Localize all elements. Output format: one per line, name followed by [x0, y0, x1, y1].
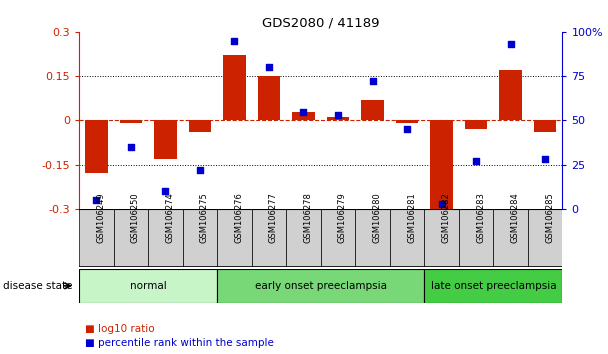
- Point: [437, 201, 446, 206]
- Bar: [396, 120, 418, 123]
- Point: [195, 167, 205, 173]
- Point: [333, 112, 343, 118]
- Text: GSM106278: GSM106278: [303, 192, 313, 243]
- Text: GSM106275: GSM106275: [200, 192, 209, 243]
- FancyBboxPatch shape: [252, 209, 286, 267]
- Text: GSM106280: GSM106280: [373, 192, 381, 243]
- FancyBboxPatch shape: [493, 209, 528, 267]
- Point: [126, 144, 136, 150]
- Text: GSM106282: GSM106282: [441, 192, 451, 243]
- Text: normal: normal: [130, 281, 167, 291]
- FancyBboxPatch shape: [148, 209, 182, 267]
- Bar: [326, 118, 349, 120]
- Point: [161, 188, 170, 194]
- Text: early onset preeclampsia: early onset preeclampsia: [255, 281, 387, 291]
- Bar: [120, 120, 142, 123]
- FancyBboxPatch shape: [217, 209, 252, 267]
- Bar: [534, 120, 556, 132]
- FancyBboxPatch shape: [390, 209, 424, 267]
- Point: [471, 158, 481, 164]
- Bar: [499, 70, 522, 120]
- Text: GSM106283: GSM106283: [476, 192, 485, 243]
- Point: [402, 126, 412, 132]
- Point: [541, 156, 550, 162]
- Point: [91, 197, 101, 203]
- Point: [230, 38, 240, 44]
- FancyBboxPatch shape: [355, 209, 390, 267]
- FancyBboxPatch shape: [286, 209, 321, 267]
- Bar: [430, 120, 453, 209]
- FancyBboxPatch shape: [79, 269, 217, 303]
- FancyBboxPatch shape: [114, 209, 148, 267]
- Text: late onset preeclampsia: late onset preeclampsia: [430, 281, 556, 291]
- Text: GSM106276: GSM106276: [235, 192, 243, 243]
- FancyBboxPatch shape: [424, 209, 459, 267]
- FancyBboxPatch shape: [321, 209, 355, 267]
- Text: GSM106285: GSM106285: [545, 192, 554, 243]
- Bar: [361, 100, 384, 120]
- FancyBboxPatch shape: [217, 269, 424, 303]
- Point: [264, 64, 274, 70]
- Text: ■ log10 ratio: ■ log10 ratio: [85, 324, 155, 334]
- Bar: [258, 76, 280, 120]
- Text: ■ percentile rank within the sample: ■ percentile rank within the sample: [85, 338, 274, 348]
- FancyBboxPatch shape: [528, 209, 562, 267]
- Point: [299, 109, 308, 114]
- Text: GSM106284: GSM106284: [511, 192, 520, 243]
- Bar: [154, 120, 176, 159]
- Text: GSM106249: GSM106249: [96, 192, 105, 243]
- Point: [368, 79, 378, 84]
- Point: [506, 41, 516, 47]
- FancyBboxPatch shape: [424, 269, 562, 303]
- Bar: [188, 120, 211, 132]
- FancyBboxPatch shape: [79, 209, 114, 267]
- Text: disease state: disease state: [3, 281, 72, 291]
- Text: GSM106250: GSM106250: [131, 192, 140, 243]
- Bar: [223, 56, 246, 120]
- FancyBboxPatch shape: [459, 209, 493, 267]
- Title: GDS2080 / 41189: GDS2080 / 41189: [262, 16, 379, 29]
- FancyBboxPatch shape: [182, 209, 217, 267]
- Text: GSM106277: GSM106277: [269, 192, 278, 243]
- Bar: [85, 120, 108, 173]
- Bar: [465, 120, 487, 129]
- Bar: [292, 112, 315, 120]
- Text: GSM106274: GSM106274: [165, 192, 174, 243]
- Text: GSM106279: GSM106279: [338, 192, 347, 243]
- Text: GSM106281: GSM106281: [407, 192, 416, 243]
